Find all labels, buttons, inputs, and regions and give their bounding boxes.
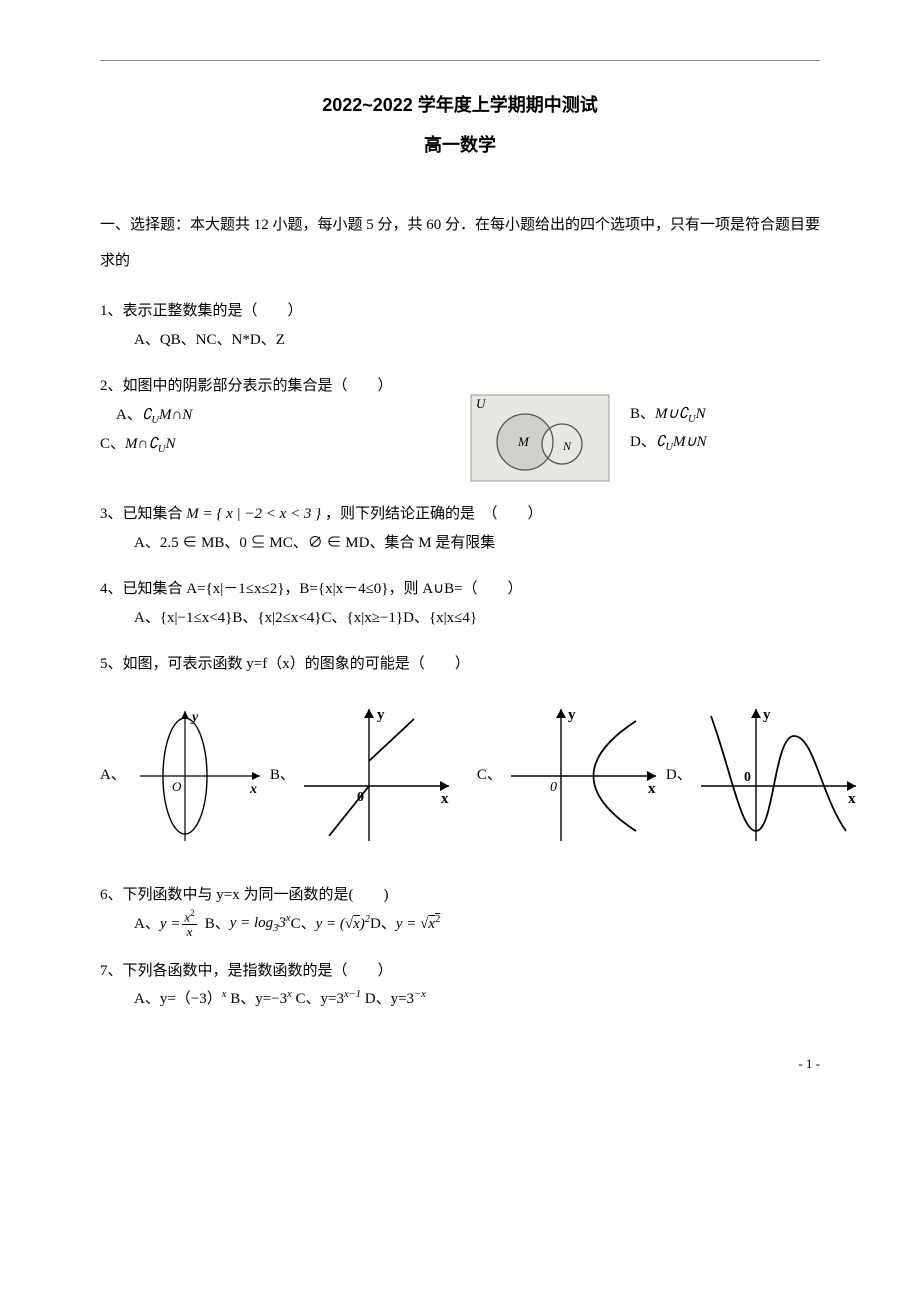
question-7: 7、下列各函数中，是指数函数的是（ ） A、y=（−3）x B、y=−3x C、… (100, 957, 820, 1014)
q1-stem: 1、表示正整数集的是（ ） (100, 297, 820, 326)
q3-stem-post: ，则下列结论正确的是 （ ） (325, 506, 543, 522)
q6-opt-a: A、 (134, 910, 160, 939)
q6-stem: 6、下列函数中与 y=x 为同一函数的是( ) (100, 881, 820, 910)
section-intro: 一、选择题：本大题共 12 小题，每小题 5 分，共 60 分．在每小题给出的四… (100, 207, 820, 279)
svg-text:0: 0 (357, 790, 364, 805)
svg-text:M: M (517, 434, 530, 449)
q3-opt-a: A、2.5 ∈ M (134, 535, 214, 551)
question-2: 2、如图中的阴影部分表示的集合是（ ） A、∁UM∩N B、M∪∁UN C、M∩… (100, 372, 820, 482)
venn-diagram: U M N (470, 394, 610, 482)
q7-opt-c-pre: C、y=3 (296, 991, 344, 1007)
q2-opt-c: C、 (100, 436, 125, 452)
q2-opt-a: A、 (116, 407, 142, 423)
q2-stem: 2、如图中的阴影部分表示的集合是（ ） (100, 372, 820, 401)
q5-graph-c: y x 0 (506, 701, 666, 851)
q2-opt-b: B、 (630, 406, 655, 422)
q2-opt-c-math: M∩∁UN (125, 436, 175, 452)
q5-graph-d: y x 0 (696, 701, 866, 851)
q5-label-a: A、 (100, 761, 126, 790)
q5-graph-a: y x O (130, 701, 270, 851)
svg-text:x: x (648, 781, 656, 797)
q1-opt-a: A、Q (134, 332, 171, 348)
q5-label-d: D、 (666, 761, 692, 790)
page-title: 2022~2022 学年度上学期期中测试 (100, 91, 820, 117)
q2-opt-d: D、 (630, 434, 656, 450)
q7-c-sup: x−1 (344, 989, 361, 1000)
svg-text:U: U (476, 396, 487, 411)
question-1: 1、表示正整数集的是（ ） A、QB、NC、N*D、Z (100, 297, 820, 354)
q4-opt-c: C、{x|x≥−1} (322, 610, 404, 626)
page-number: - 1 - (798, 1056, 820, 1072)
page-subtitle: 高一数学 (100, 131, 820, 157)
q5-label-b: B、 (270, 761, 295, 790)
svg-text:y: y (568, 707, 576, 723)
q7-opt-d-pre: D、y=3 (365, 991, 414, 1007)
q6-opt-d: D、 (370, 910, 396, 939)
q1-opt-d: D、Z (250, 332, 285, 348)
svg-text:y: y (377, 707, 385, 723)
q7-d-sup: −x (414, 989, 426, 1000)
q4-opt-a: A、{x|−1≤x<4} (134, 610, 232, 626)
q6-a-frac: x2x (182, 909, 196, 939)
q6-d-math: y = √x2 (396, 910, 440, 939)
q4-opt-b: B、{x|2≤x<4} (232, 610, 321, 626)
q7-opt-a-pre: A、y=（−3） (134, 991, 222, 1007)
q1-opt-c: C、N* (207, 332, 250, 348)
q5-label-c: C、 (477, 761, 502, 790)
q3-opt-b: B、0 ⊆ M (214, 535, 282, 551)
q6-a-math: y = (160, 910, 181, 939)
q6-c-math: y = (√x)2 (316, 910, 370, 939)
q6-opt-b: B、 (205, 910, 230, 939)
q5-stem: 5、如图，可表示函数 y=f（x）的图象的可能是（ ） (100, 650, 820, 679)
svg-text:x: x (848, 791, 856, 807)
q3-set: M = { x | −2 < x < 3 } (186, 506, 321, 522)
top-rule (100, 60, 820, 61)
question-6: 6、下列函数中与 y=x 为同一函数的是( ) A、 y = x2x B、 y … (100, 881, 820, 939)
q3-opt-d: D、集合 M 是有限集 (359, 535, 496, 551)
q3-stem-pre: 3、已知集合 (100, 506, 183, 522)
q4-stem: 4、已知集合 A={x|－1≤x≤2}，B={x|x－4≤0}，则 A∪B=（ … (100, 575, 820, 604)
svg-text:O: O (172, 779, 182, 794)
svg-text:N: N (562, 439, 572, 453)
svg-text:x: x (441, 791, 449, 807)
question-4: 4、已知集合 A={x|－1≤x≤2}，B={x|x－4≤0}，则 A∪B=（ … (100, 575, 820, 632)
q6-b-math: y = log33x (230, 909, 291, 939)
q4-opt-d: D、{x|x≤4} (403, 610, 477, 626)
question-5: 5、如图，可表示函数 y=f（x）的图象的可能是（ ） A、 y x O B、 (100, 650, 820, 851)
q7-stem: 7、下列各函数中，是指数函数的是（ ） (100, 957, 820, 986)
q1-opt-b: B、N (171, 332, 207, 348)
svg-text:y: y (763, 707, 771, 723)
q7-b-sup: x (287, 989, 292, 1000)
svg-text:0: 0 (550, 780, 557, 795)
q5-graph-b: y x 0 (299, 701, 459, 851)
svg-text:x: x (249, 782, 257, 797)
question-3: 3、已知集合 M = { x | −2 < x < 3 } ，则下列结论正确的是… (100, 500, 820, 557)
q2-opt-a-math: ∁UM∩N (142, 407, 192, 423)
q7-a-sup: x (222, 989, 227, 1000)
svg-text:0: 0 (744, 770, 751, 785)
svg-text:y: y (190, 710, 199, 725)
q3-opt-c: C、∅ ∈ M (283, 535, 359, 551)
q2-opt-d-math: ∁UM∪N (656, 434, 707, 450)
q7-opt-b-pre: B、y=−3 (230, 991, 287, 1007)
q6-opt-c: C、 (291, 910, 316, 939)
q2-opt-b-math: M∪∁UN (655, 406, 706, 422)
